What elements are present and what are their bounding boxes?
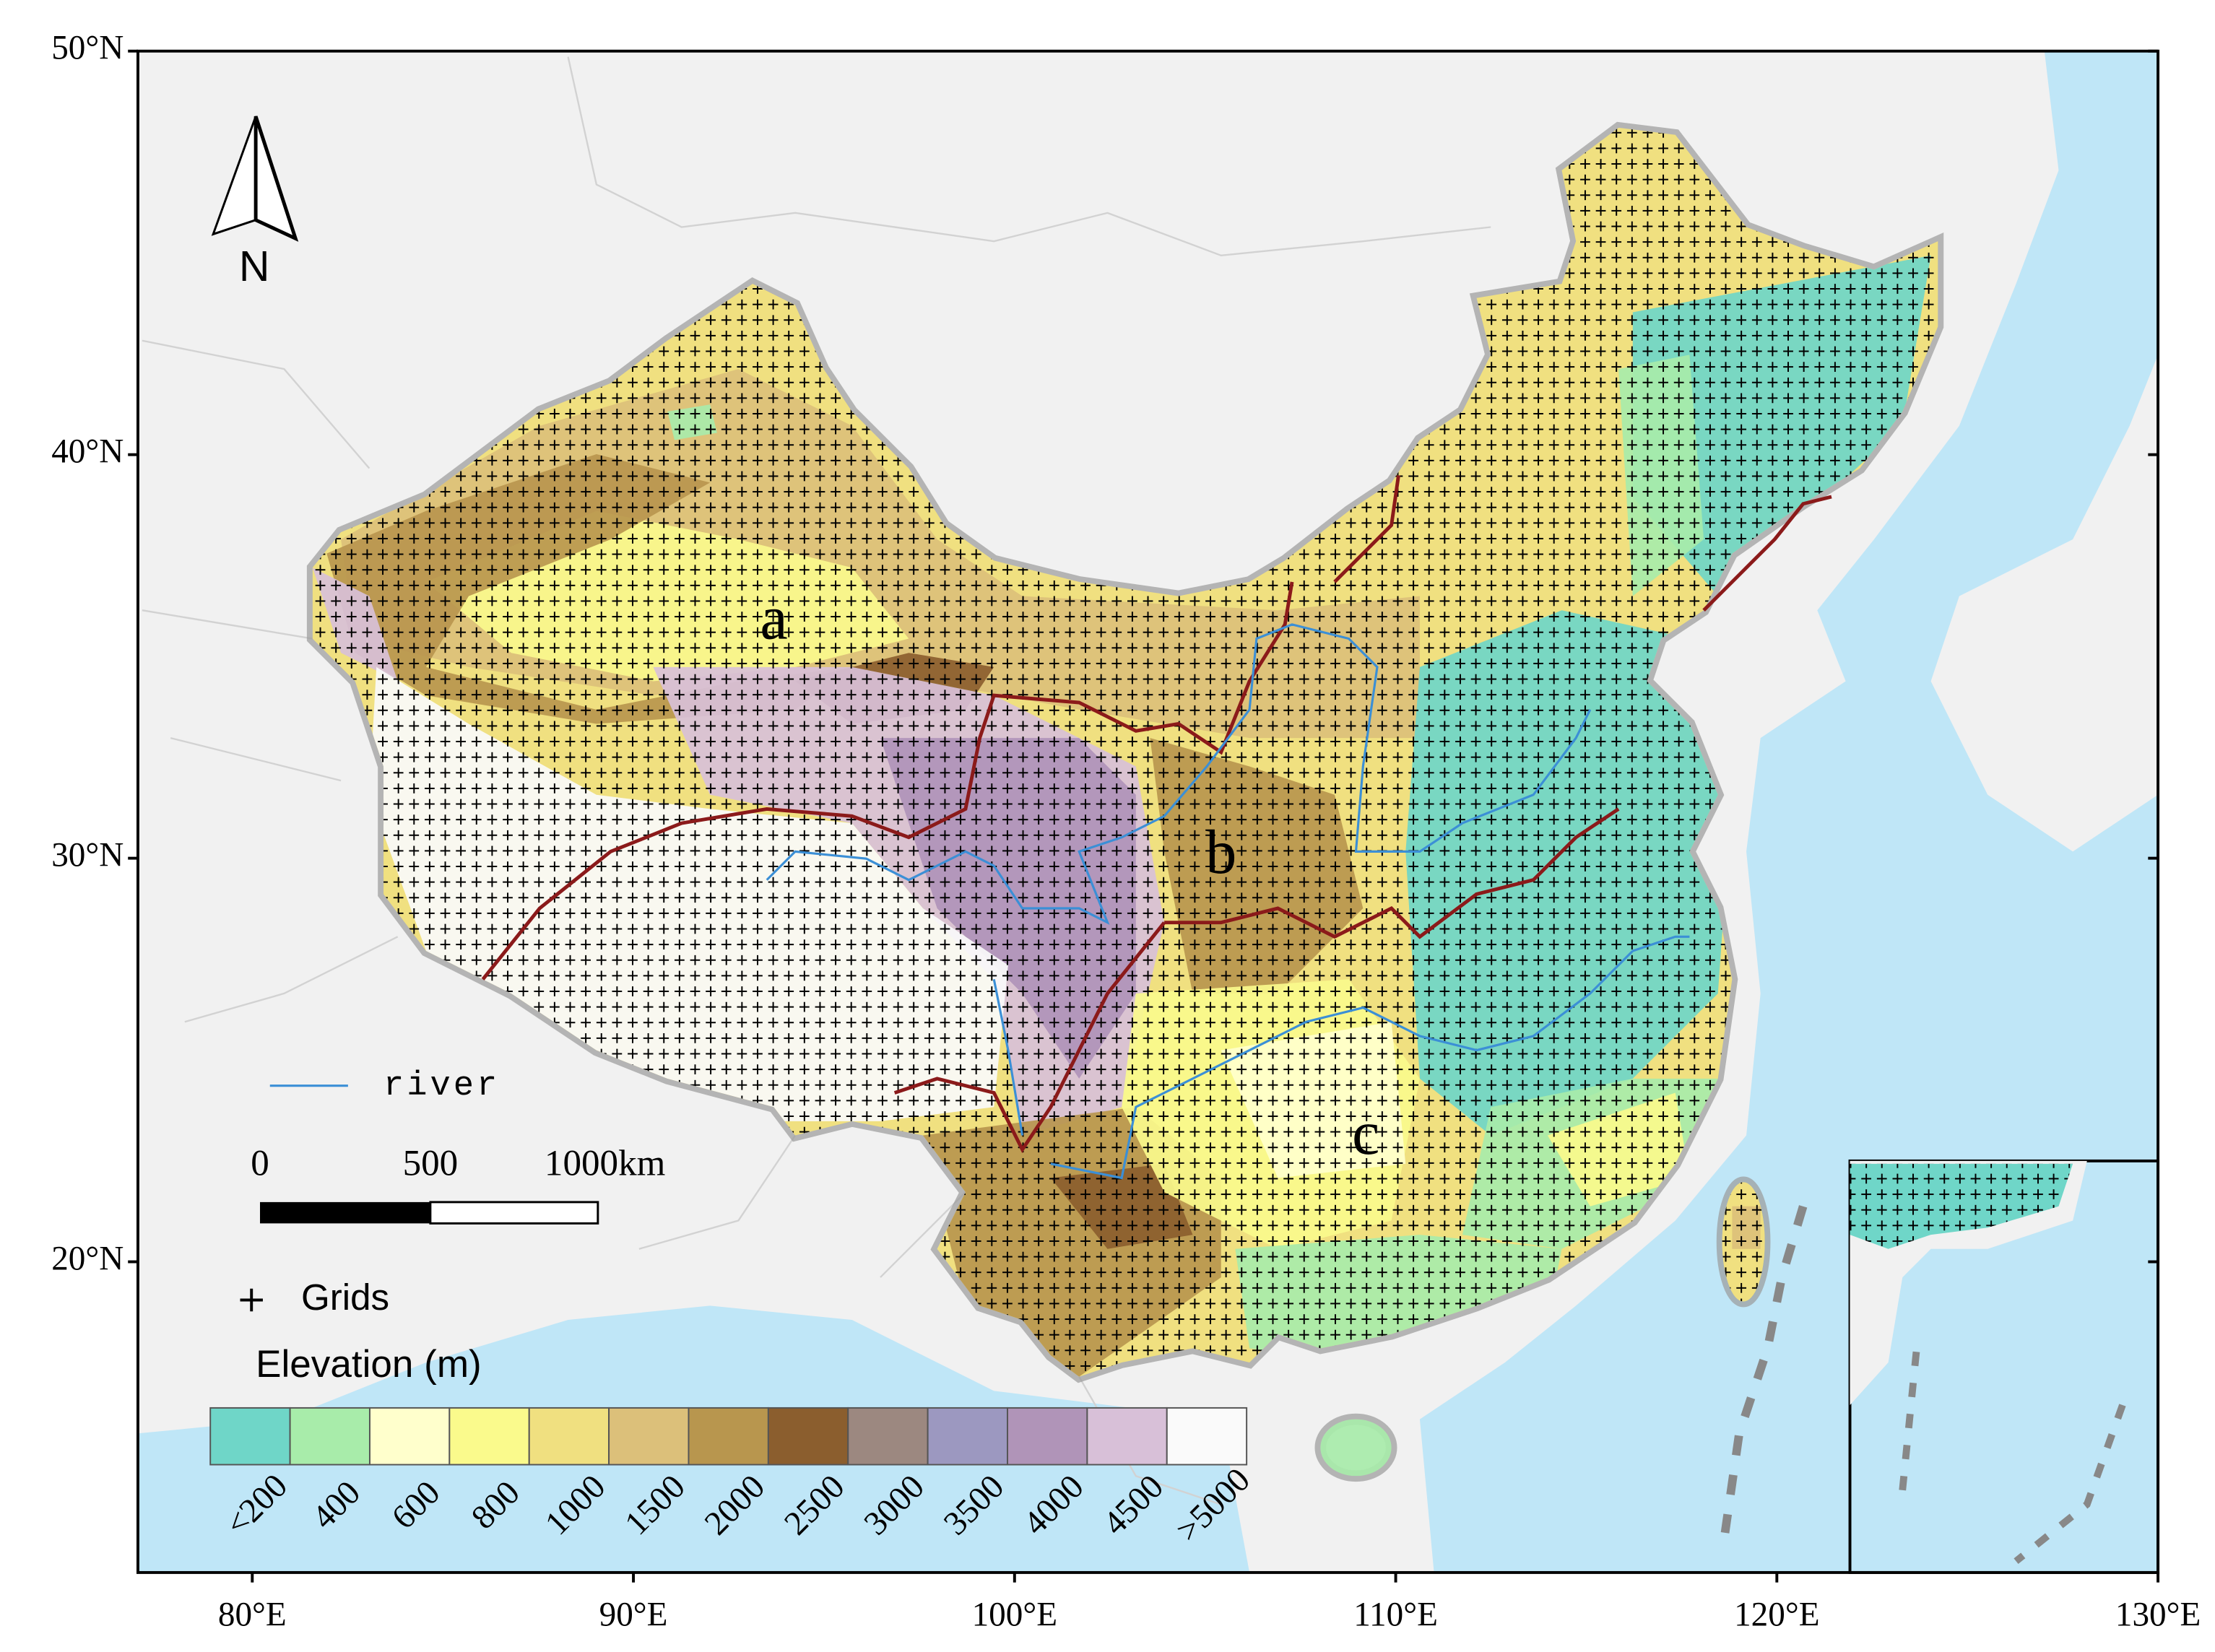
scale-label: 500 <box>403 1142 459 1183</box>
legend-swatch <box>1166 1407 1248 1466</box>
north-label: N <box>239 243 270 290</box>
land-east <box>1930 355 2159 852</box>
legend-swatch <box>528 1407 610 1466</box>
region-label: b <box>1205 817 1236 887</box>
border-lines <box>142 56 1491 1505</box>
y-tick-label: 20°N <box>51 1240 123 1277</box>
red-line <box>481 475 1832 1154</box>
legend-swatch <box>368 1407 451 1466</box>
x-tick-label: 120°E <box>1734 1596 1819 1634</box>
map-body <box>137 51 2159 1573</box>
grids-symbol <box>240 1288 263 1312</box>
inset-dash <box>1899 1347 2126 1565</box>
map-frame <box>136 49 2160 1574</box>
legend-title: Elevation (m) <box>256 1343 482 1386</box>
legend-swatch <box>927 1407 1008 1466</box>
elevation-zone <box>1306 1419 1406 1477</box>
legend-swatch <box>608 1407 690 1466</box>
x-tick-label: 90°E <box>599 1596 668 1634</box>
scale-white <box>429 1201 599 1225</box>
region-label: c <box>1352 1098 1379 1168</box>
inset-grid <box>1850 1163 2073 1249</box>
legend-swatch <box>1086 1407 1168 1466</box>
x-tick-label: 80°E <box>218 1596 287 1634</box>
river-line <box>766 623 1690 1180</box>
legend-swatch <box>847 1407 929 1466</box>
y-tick-label: 40°N <box>51 433 123 471</box>
legend-swatch <box>767 1407 849 1466</box>
y-tick-label: 30°N <box>51 836 123 874</box>
legend-swatch <box>209 1407 291 1466</box>
river-legend-label: river <box>383 1067 500 1105</box>
legend-swatch <box>448 1407 530 1466</box>
y-tick-label: 50°N <box>51 30 123 67</box>
scale-label: 0 <box>251 1142 269 1183</box>
scale-label: 1000km <box>545 1142 665 1183</box>
scale-black <box>260 1201 430 1224</box>
x-tick-label: 100°E <box>972 1596 1057 1634</box>
x-tick-label: 110°E <box>1353 1596 1438 1634</box>
map-layers: 80°E 90°E 100°E 110°E 120°E 130°E 50°N 40°N 30°N… <box>51 30 2201 1634</box>
halo-dash <box>1720 1205 1808 1534</box>
x-tick-label: 130°E <box>2115 1596 2201 1634</box>
north-arrow-dark <box>253 116 299 242</box>
grids-label: Grids <box>301 1277 389 1318</box>
legend-swatch <box>1007 1407 1088 1466</box>
region-label: a <box>760 583 787 653</box>
legend-swatch <box>688 1407 769 1466</box>
legend-swatch <box>289 1407 370 1466</box>
